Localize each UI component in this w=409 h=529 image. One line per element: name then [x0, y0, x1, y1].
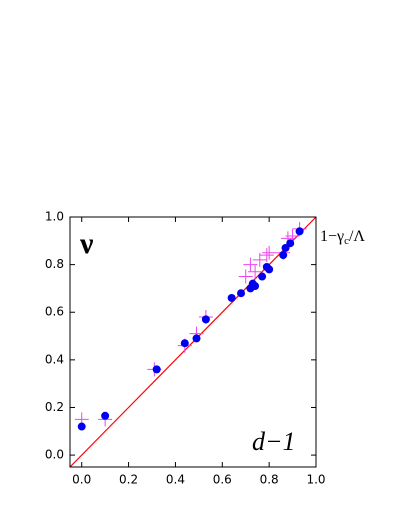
y-tick-label: 0.0 — [45, 448, 64, 462]
cross-point — [243, 257, 258, 272]
point — [286, 239, 295, 248]
point — [251, 282, 260, 291]
y-tick-label: 0.2 — [45, 400, 64, 414]
cross-point — [238, 269, 253, 284]
point — [227, 293, 236, 302]
point — [201, 315, 210, 324]
point — [152, 365, 161, 374]
x-tick-label: 0.0 — [72, 473, 91, 487]
point — [237, 289, 246, 298]
diagonal-line — [69, 216, 317, 468]
annotation: ν — [79, 227, 94, 260]
point — [192, 334, 201, 343]
annotation-part: /Λ — [349, 228, 365, 245]
annotation: d−1 — [252, 427, 296, 456]
point — [295, 227, 304, 236]
point — [180, 339, 189, 348]
x-tick-label: 0.2 — [119, 473, 138, 487]
y-tick-label: 1.0 — [45, 210, 64, 224]
cross-point — [259, 248, 274, 263]
x-tick-label: 1.0 — [306, 473, 325, 487]
point — [77, 422, 86, 431]
point — [258, 272, 267, 281]
annotation-part: 1−γ — [320, 228, 344, 245]
y-tick-label: 0.4 — [45, 352, 64, 366]
cross-point — [252, 252, 267, 267]
annotation: 1−γc/Λ — [320, 228, 365, 247]
x-tick-label: 0.4 — [166, 473, 185, 487]
y-tick-label: 0.8 — [45, 257, 64, 271]
y-tick-label: 0.6 — [45, 305, 64, 319]
x-tick-label: 0.6 — [213, 473, 232, 487]
point — [265, 265, 274, 274]
cross-point — [262, 245, 277, 260]
annotation-part: c — [344, 235, 349, 247]
x-tick-label: 0.8 — [260, 473, 279, 487]
point — [101, 411, 110, 420]
plot-frame — [69, 216, 317, 468]
cross-point — [248, 264, 263, 279]
point — [279, 251, 288, 260]
